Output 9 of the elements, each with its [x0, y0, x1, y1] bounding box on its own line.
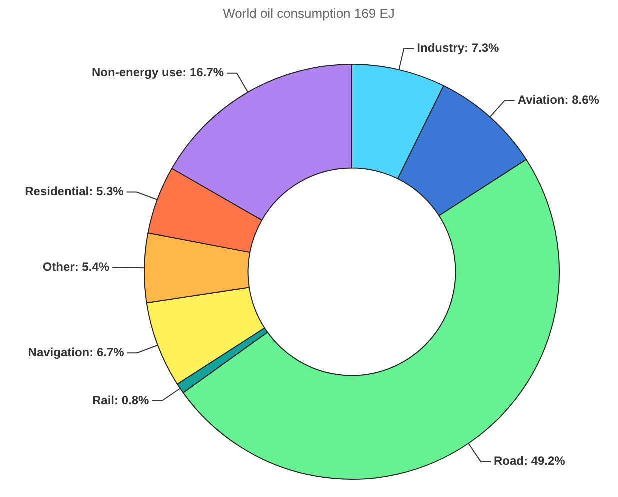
- slice-label: Non-energy use: 16.7%: [92, 66, 224, 80]
- slice-label: Industry: 7.3%: [417, 40, 500, 55]
- slice-label: Aviation: 8.6%: [518, 93, 600, 108]
- chart-title: World oil consumption 169 EJ: [222, 6, 396, 21]
- slice-label: Road: 49.2%: [494, 454, 566, 468]
- slice-label: Other: 5.4%: [42, 260, 110, 274]
- slice-label: Navigation: 6.7%: [28, 345, 125, 360]
- slice-label: Rail: 0.8%: [92, 393, 150, 408]
- slice-label: Residential: 5.3%: [25, 184, 124, 199]
